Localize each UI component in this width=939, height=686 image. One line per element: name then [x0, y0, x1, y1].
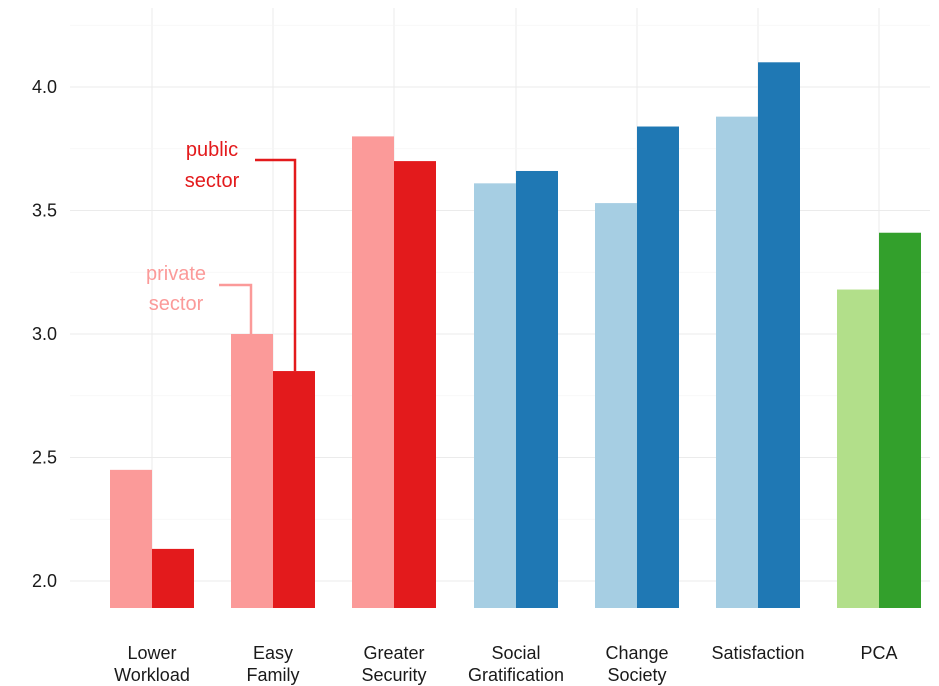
- public-sector-label-line2: sector: [185, 170, 240, 192]
- bar-public: [394, 161, 436, 608]
- x-category-label: Gratification: [468, 665, 564, 685]
- x-category-label: Social: [491, 643, 540, 663]
- y-tick-label: 2.5: [32, 448, 57, 468]
- x-category-label: Workload: [114, 665, 190, 685]
- private-sector-leader: [219, 283, 253, 335]
- bar-public: [637, 126, 679, 609]
- private-sector-label-line2: sector: [149, 293, 204, 315]
- public-sector-label-line1: public: [186, 139, 238, 161]
- y-tick-label: 3.5: [32, 201, 57, 221]
- x-category-label: Society: [607, 665, 666, 685]
- bar-private: [352, 136, 394, 608]
- bar-public: [152, 548, 194, 608]
- bar-private: [474, 183, 516, 608]
- public-sector-leader: [255, 158, 297, 371]
- y-tick-label: 3.0: [32, 324, 57, 344]
- private-sector-label-line1: private: [146, 263, 206, 285]
- x-category-label: Easy: [253, 643, 293, 663]
- bar-public: [879, 232, 921, 609]
- annotations: public sector private sector: [146, 139, 297, 371]
- x-category-label: Greater: [363, 643, 424, 663]
- bar-public: [516, 170, 558, 609]
- y-tick-label: 4.0: [32, 77, 57, 97]
- bar-public: [273, 371, 315, 608]
- bar-private: [837, 289, 879, 608]
- x-category-label: Lower: [127, 643, 176, 663]
- x-category-label: PCA: [860, 643, 897, 663]
- bar-private: [231, 334, 273, 608]
- x-category-label: Security: [361, 665, 426, 685]
- bar-private: [595, 203, 637, 608]
- bar-private: [110, 469, 152, 608]
- x-category-label: Change: [605, 643, 668, 663]
- bars: [110, 62, 921, 609]
- y-axis-ticks: 2.0 2.5 3.0 3.5 4.0: [32, 77, 57, 591]
- y-tick-label: 2.0: [32, 571, 57, 591]
- bar-private: [716, 116, 758, 608]
- x-category-label: Family: [247, 665, 300, 685]
- bar-public: [758, 62, 800, 609]
- x-category-label: Satisfaction: [711, 643, 804, 663]
